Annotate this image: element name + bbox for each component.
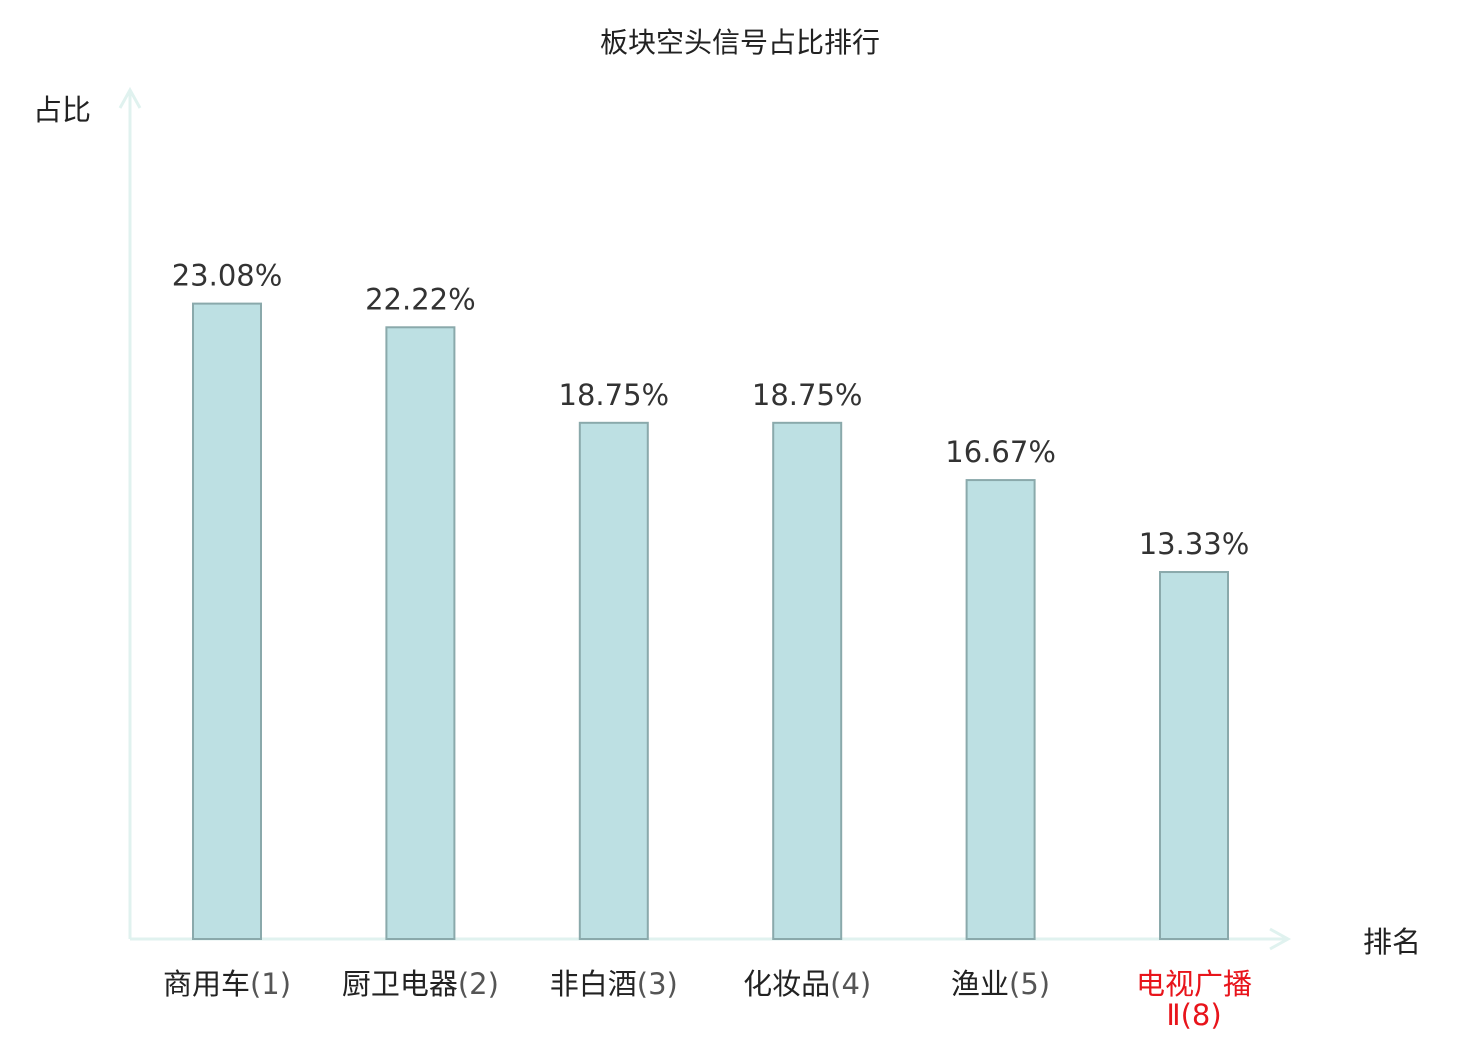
category-rank-2: (2) <box>458 967 499 1001</box>
labels-group: 23.08% 商用车(1) 22.22% 厨卫电器(2) 18.75% 非白酒(3) 18.… <box>163 259 1252 1032</box>
y-axis-label: 占比 <box>33 93 91 127</box>
x-axis-label: 排名 <box>1363 925 1421 959</box>
category-label-4: 化妆品(4) <box>743 967 871 1001</box>
category-label-6: 电视广播 <box>1136 967 1252 1001</box>
bar-4 <box>772 421 843 940</box>
bar-5 <box>965 479 1036 940</box>
category-name-1: 商用车 <box>163 967 250 1001</box>
bar-3 <box>578 421 649 940</box>
axes <box>118 86 1292 951</box>
category-name-5: 渔业 <box>951 967 1009 1001</box>
bar-1 <box>192 302 262 940</box>
value-label-3: 18.75% <box>559 378 670 412</box>
category-name-2: 厨卫电器 <box>342 967 458 1001</box>
value-label-5: 16.67% <box>945 435 1056 469</box>
category-rank-6: Ⅱ(8) <box>1166 998 1221 1032</box>
category-label-1: 商用车(1) <box>163 967 291 1001</box>
value-label-6: 13.33% <box>1139 527 1250 561</box>
category-label-3: 非白酒(3) <box>550 967 678 1001</box>
category-name-3: 非白酒 <box>550 967 637 1001</box>
category-label-2: 厨卫电器(2) <box>342 967 499 1001</box>
x-axis-arrow <box>1269 927 1292 951</box>
chart-title: 板块空头信号占比排行 <box>600 26 880 59</box>
category-rank-5: (5) <box>1009 967 1050 1001</box>
category-rank-4: (4) <box>830 967 871 1001</box>
category-rank-1: (1) <box>250 967 291 1001</box>
value-label-2: 22.22% <box>365 282 476 316</box>
value-label-4: 18.75% <box>752 378 863 412</box>
bars-group <box>192 302 1229 940</box>
bar-6 <box>1159 571 1229 940</box>
category-label-5: 渔业(5) <box>951 967 1050 1001</box>
category-rank-3: (3) <box>637 967 678 1001</box>
value-label-1: 23.08% <box>172 259 283 293</box>
y-axis-arrow <box>118 86 142 109</box>
category-name-4: 化妆品 <box>743 967 830 1001</box>
bar-2 <box>385 326 456 940</box>
